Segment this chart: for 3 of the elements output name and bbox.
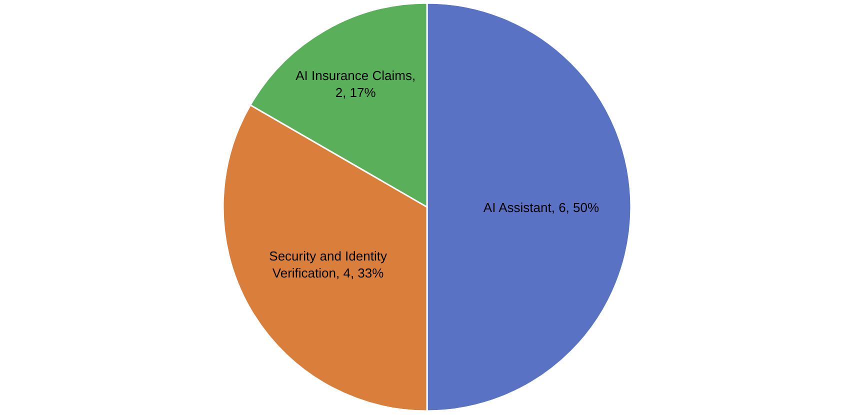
slice-label: Security and Identity Verification, 4, 33% [269,248,388,280]
slice-label: AI Assistant, 6, 50% [483,200,600,214]
slice-label: AI Insurance Claims, 2, 17% [296,67,416,100]
